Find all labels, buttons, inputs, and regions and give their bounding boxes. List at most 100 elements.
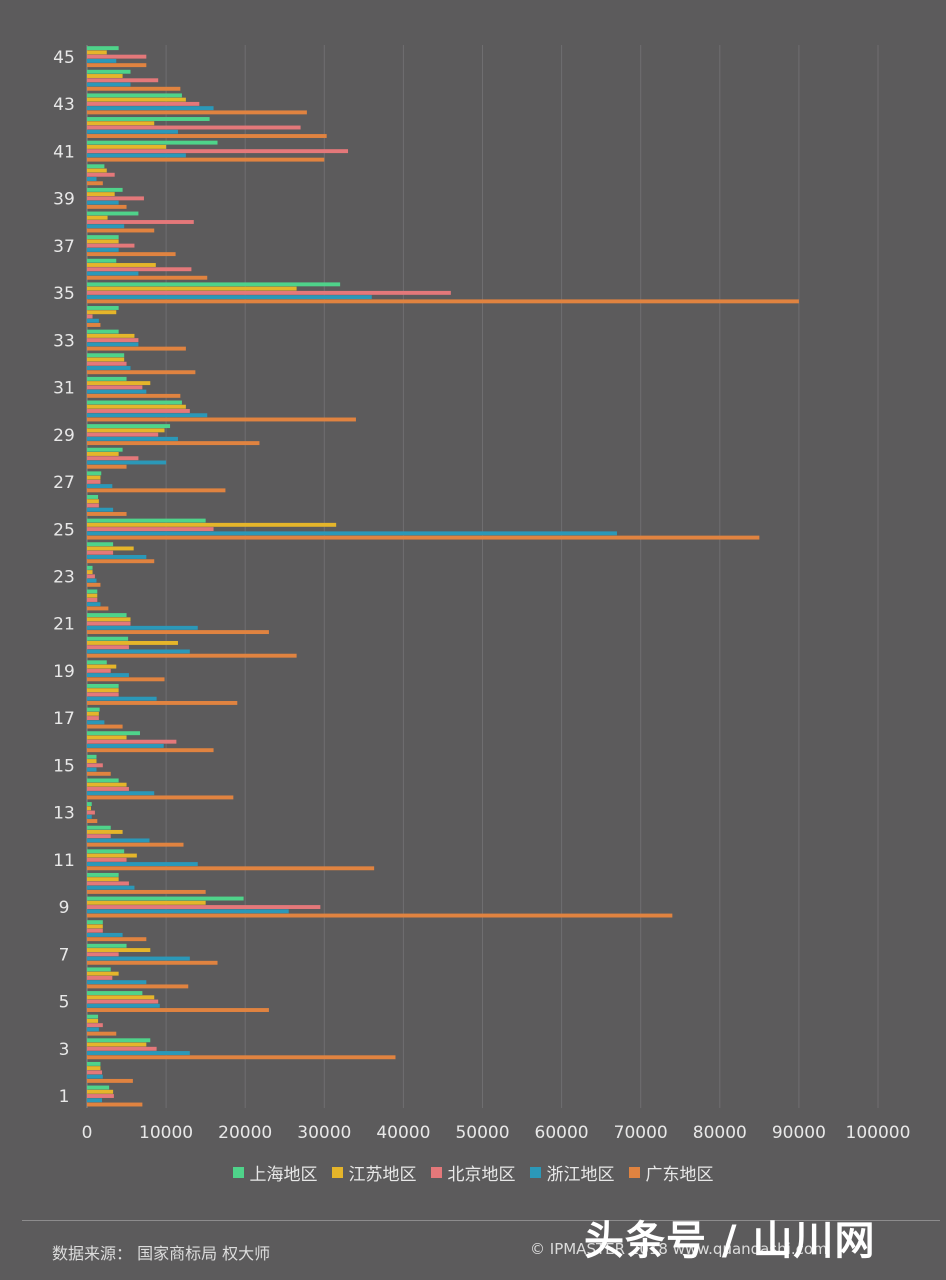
bar	[87, 1038, 151, 1043]
bar	[87, 393, 181, 398]
bar	[87, 157, 325, 162]
y-tick-label: 3	[59, 1040, 70, 1060]
bar	[87, 984, 189, 989]
legend-item-jiangsu[interactable]: 江苏地区	[331, 1160, 417, 1185]
bar	[87, 853, 137, 858]
y-tick-label: 15	[53, 756, 75, 776]
bar	[87, 1098, 103, 1103]
bar	[87, 286, 297, 291]
bar	[87, 456, 139, 461]
bar	[87, 215, 108, 220]
bar	[87, 488, 226, 493]
bar	[87, 735, 127, 740]
bar	[87, 436, 178, 441]
bar	[87, 479, 101, 484]
bar	[87, 707, 100, 712]
bar	[87, 716, 99, 721]
bar	[87, 731, 140, 736]
bar	[87, 282, 341, 287]
y-tick-label: 19	[53, 662, 75, 682]
legend-item-beijing[interactable]: 北京地区	[430, 1160, 516, 1185]
legend-swatch-jiangsu	[331, 1167, 343, 1178]
bar	[87, 164, 105, 169]
y-tick-label: 45	[53, 48, 75, 68]
bar	[87, 181, 103, 186]
bar	[87, 235, 119, 240]
bar	[87, 200, 119, 205]
bar	[87, 673, 129, 678]
legend-item-shanghai[interactable]: 上海地区	[232, 1160, 318, 1185]
bar	[87, 720, 105, 725]
legend-item-guangdong[interactable]: 广东地区	[628, 1160, 714, 1185]
bar	[87, 606, 109, 611]
bar	[87, 834, 111, 839]
bar	[87, 668, 111, 673]
bar	[87, 196, 144, 201]
bar	[87, 565, 93, 570]
bar	[87, 503, 99, 508]
bar	[87, 692, 119, 697]
bar	[87, 885, 135, 890]
legend-item-zhejiang[interactable]: 浙江地区	[529, 1160, 615, 1185]
bar	[87, 117, 210, 121]
y-tick-label: 5	[59, 993, 70, 1013]
legend-swatch-beijing	[430, 1167, 442, 1178]
legend-label-zhejiang: 浙江地区	[546, 1165, 615, 1185]
bar	[87, 771, 111, 776]
bar	[87, 636, 129, 641]
legend-swatch-guangdong	[628, 1167, 640, 1178]
bar	[87, 967, 111, 972]
bar	[87, 559, 155, 564]
bar-chart: 0 10000 20000 30000 40000 50000 60000 70000 8000…	[53, 45, 910, 1143]
bar	[87, 82, 131, 87]
bar	[87, 346, 186, 351]
bar	[87, 172, 115, 177]
x-tick-label: 90000	[772, 1123, 826, 1143]
bar	[87, 404, 186, 409]
bar	[87, 97, 186, 102]
bar	[87, 782, 127, 787]
bar	[87, 696, 157, 701]
bar	[87, 204, 127, 209]
bar	[87, 299, 799, 304]
bar	[87, 1014, 99, 1019]
copyright-text: © IPMASTER 2018 www.quandashi.com	[530, 1240, 828, 1258]
bar	[87, 192, 115, 197]
bar	[87, 1023, 103, 1028]
legend-label-beijing: 北京地区	[447, 1165, 516, 1185]
bar	[87, 447, 123, 452]
y-tick-label: 27	[53, 473, 75, 493]
bar	[87, 413, 208, 418]
bar	[87, 290, 451, 295]
bar	[87, 471, 102, 476]
bar	[87, 617, 131, 622]
bar	[87, 849, 125, 854]
bar	[87, 535, 760, 540]
bar	[87, 677, 165, 682]
x-tick-label: 20000	[218, 1123, 272, 1143]
bar	[87, 353, 125, 358]
bar	[87, 995, 155, 1000]
bar	[87, 1089, 114, 1094]
bar	[87, 409, 190, 413]
bar	[87, 683, 119, 688]
bar	[87, 495, 99, 499]
x-tick-label: 60000	[535, 1123, 589, 1143]
bar	[87, 645, 129, 650]
x-tick-label: 0	[82, 1123, 93, 1143]
bar	[87, 441, 260, 446]
bar	[87, 1078, 133, 1083]
bar	[87, 660, 107, 665]
bar	[87, 748, 214, 753]
bar	[87, 263, 156, 267]
bar	[87, 338, 139, 343]
bar	[87, 1055, 396, 1060]
bar	[87, 329, 119, 334]
bar	[87, 905, 321, 909]
bar	[87, 1042, 147, 1047]
x-tick-label: 40000	[376, 1123, 430, 1143]
bar	[87, 952, 119, 957]
bar	[87, 909, 289, 914]
bar	[87, 829, 123, 834]
bar	[87, 1094, 114, 1098]
